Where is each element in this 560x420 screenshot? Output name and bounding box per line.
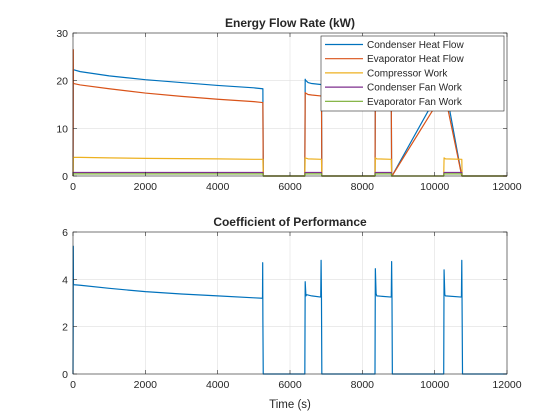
y-tick-label: 10 xyxy=(56,123,68,135)
y-tick-label: 6 xyxy=(62,227,68,239)
x-tick-label: 10000 xyxy=(420,181,449,193)
x-tick-label: 2000 xyxy=(134,181,158,193)
x-tick-label: 4000 xyxy=(206,379,230,391)
x-tick-label: 4000 xyxy=(206,181,230,193)
x-tick-label: 12000 xyxy=(492,379,521,391)
y-tick-label: 2 xyxy=(62,322,68,334)
y-tick-label: 0 xyxy=(62,369,68,381)
x-tick-label: 12000 xyxy=(492,181,521,193)
legend-entry: Evaporator Heat Flow xyxy=(367,54,464,65)
y-tick-label: 20 xyxy=(56,76,68,88)
energy-flow-ticks: 0 2000 4000 6000 8000 10000 12000 0 10 20 30 xyxy=(56,28,521,193)
cop-series xyxy=(72,245,507,375)
x-tick-label: 8000 xyxy=(351,379,375,391)
energy-flow-legend: Condenser Heat Flow Evaporator Heat Flow C… xyxy=(320,35,505,112)
legend-entry: Compressor Work xyxy=(367,68,448,79)
legend-entry: Condenser Heat Flow xyxy=(367,40,464,51)
energy-flow-title: Energy Flow Rate (kW) xyxy=(225,16,355,30)
x-tick-label: 0 xyxy=(70,181,76,193)
y-tick-label: 0 xyxy=(62,171,68,183)
series-line-cop xyxy=(72,245,507,375)
cop-ticks: 0 2000 4000 6000 8000 10000 12000 0 2 4 6 xyxy=(62,227,522,391)
cop-title: Coefficient of Performance xyxy=(213,215,367,229)
cop-axes: Coefficient of Performance 0 2000 4000 6000… xyxy=(62,215,522,411)
y-tick-label: 4 xyxy=(62,274,68,286)
x-tick-label: 8000 xyxy=(351,181,375,193)
x-tick-label: 6000 xyxy=(278,379,302,391)
y-tick-label: 30 xyxy=(56,28,68,40)
x-tick-label: 2000 xyxy=(134,379,158,391)
legend-entry: Evaporator Fan Work xyxy=(367,97,463,108)
cop-x-axis-label: Time (s) xyxy=(269,399,311,411)
x-tick-label: 6000 xyxy=(278,181,302,193)
series-line-compressor-work xyxy=(72,156,507,177)
x-tick-label: 0 xyxy=(70,379,76,391)
energy-flow-axes: Energy Flow Rate (kW) 0 2000 4000 6000 8000 1… xyxy=(56,16,521,193)
x-tick-label: 10000 xyxy=(420,379,449,391)
legend-entry: Condenser Fan Work xyxy=(367,83,463,94)
